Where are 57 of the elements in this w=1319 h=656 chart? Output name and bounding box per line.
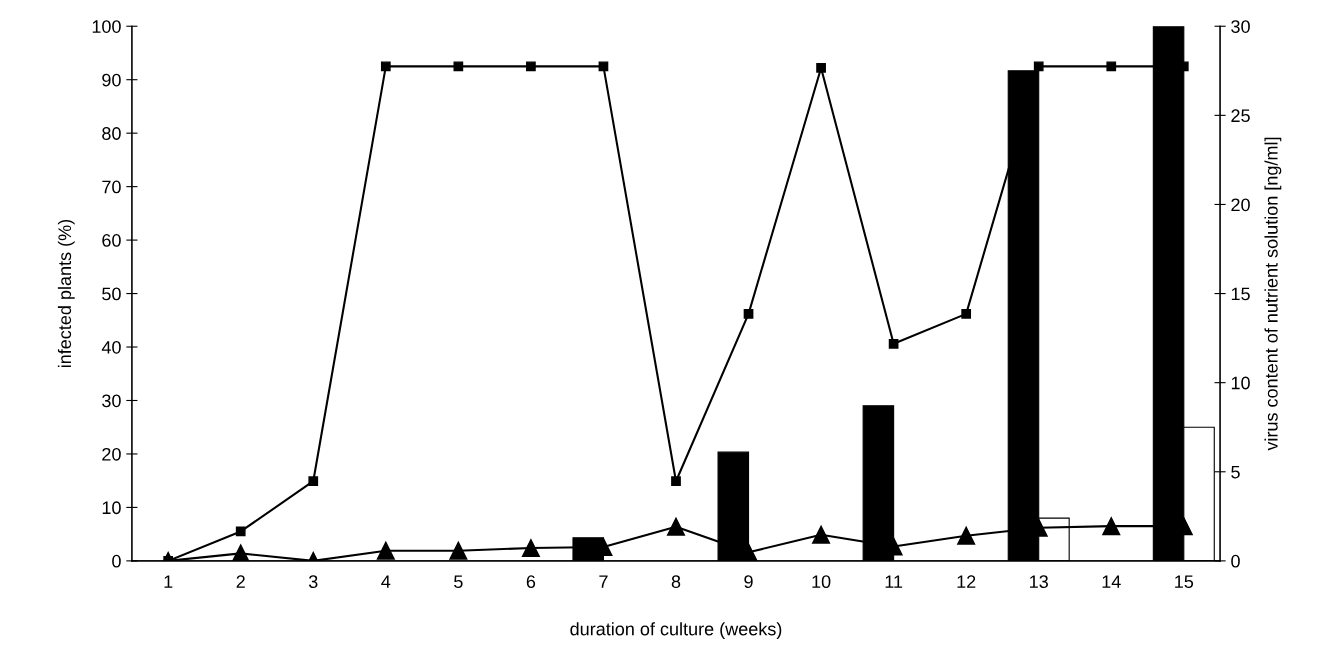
y2-tick-label: 20 — [1231, 198, 1250, 212]
point — [743, 309, 754, 319]
y2-tick-label: 5 — [1231, 465, 1240, 479]
x-tick-label: 9 — [744, 575, 753, 589]
x-tick-label: 14 — [1102, 575, 1121, 588]
x-tick-label: 8 — [671, 575, 681, 589]
x-tick-label: 3 — [308, 575, 318, 589]
point — [521, 539, 540, 558]
point — [1033, 61, 1044, 72]
y-tick-label: 90 — [102, 73, 121, 87]
y-tick-label: 20 — [102, 447, 121, 461]
point — [666, 517, 686, 536]
x-tick-label: 5 — [454, 575, 463, 589]
y2-tick-label: 25 — [1231, 109, 1250, 123]
x-tick-label: 13 — [1030, 575, 1048, 589]
x-tick-label: 1 — [164, 575, 173, 588]
x-tick-label: 12 — [957, 575, 976, 588]
y-tick-label: 10 — [102, 501, 121, 515]
y-tick-label: 30 — [102, 394, 121, 408]
point — [526, 61, 536, 72]
y2-tick-label: 30 — [1231, 20, 1250, 33]
point — [888, 338, 899, 349]
y2-tick-label: 15 — [1231, 287, 1250, 301]
point — [812, 525, 831, 544]
x-tick-label: 11 — [885, 575, 903, 588]
y-tick-label: 70 — [102, 180, 121, 194]
point — [376, 541, 395, 560]
point — [1106, 61, 1117, 72]
x-tick-label: 10 — [812, 575, 831, 589]
point — [235, 526, 246, 537]
y2-tick-label: 0 — [1231, 554, 1240, 568]
point — [449, 541, 468, 560]
y-tick-label: 100 — [92, 20, 121, 33]
point — [231, 544, 250, 561]
y-tick-label: 50 — [102, 287, 121, 301]
x-tick-label: 7 — [599, 575, 608, 588]
y2-tick-label: 10 — [1231, 376, 1250, 390]
point — [598, 61, 609, 72]
x-tick-label: 15 — [1175, 575, 1194, 589]
point — [957, 526, 976, 545]
point — [453, 61, 464, 72]
y-axis-title: infected plants (%) — [57, 219, 75, 368]
x-axis-title: duration of culture (weeks) — [570, 622, 782, 639]
point — [308, 476, 319, 487]
y-tick-label: 60 — [102, 234, 121, 247]
x-tick-label: 2 — [236, 575, 245, 588]
x-tick-label: 4 — [381, 575, 391, 588]
y2-axis-title: virus content of nutrient solution [ng/ml] — [1264, 137, 1282, 451]
y-tick-label: 0 — [112, 554, 121, 568]
y-tick-label: 80 — [102, 127, 121, 140]
point — [380, 61, 391, 72]
point — [1102, 517, 1121, 536]
point — [671, 476, 681, 487]
point — [816, 63, 826, 73]
x-tick-label: 6 — [526, 575, 536, 589]
y-tick-label: 40 — [101, 340, 121, 354]
point — [961, 309, 972, 319]
